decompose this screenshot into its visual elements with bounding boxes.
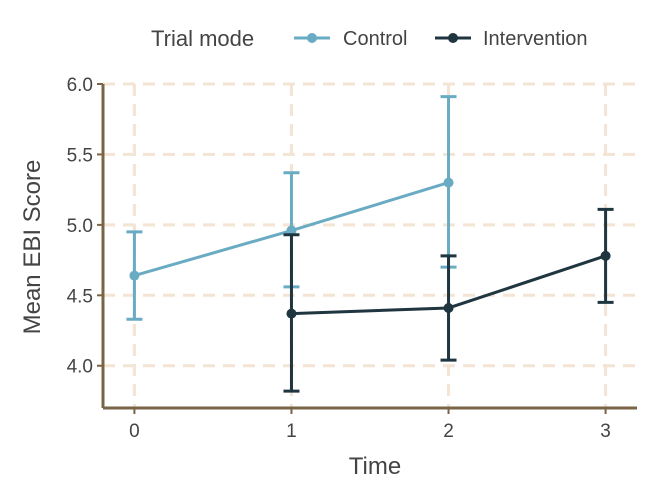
y-axis-title: Mean EBI Score — [19, 160, 46, 335]
data-point — [443, 302, 454, 313]
x-tick-label: 3 — [600, 421, 611, 442]
legend-dot-control — [307, 33, 317, 43]
x-axis-title: Time — [349, 453, 401, 480]
data-point — [129, 270, 140, 281]
x-tick-label: 1 — [286, 421, 297, 442]
y-tick-label: 4.5 — [67, 286, 93, 307]
legend-item-intervention: Intervention — [435, 28, 588, 50]
y-tick-label: 6.0 — [67, 75, 93, 96]
axes: 4.0 4.5 5.0 5.5 6.0 0 1 2 3 — [67, 75, 637, 442]
legend: Trial mode Control Intervention — [151, 26, 588, 51]
series-intervention — [283, 207, 614, 393]
legend-title: Trial mode — [151, 26, 254, 51]
x-tick-label: 0 — [129, 421, 140, 442]
data-point — [286, 225, 297, 236]
y-tick-label: 5.5 — [67, 145, 93, 166]
legend-label-control: Control — [343, 28, 407, 50]
y-tick-label: 5.0 — [67, 216, 93, 237]
legend-dot-intervention — [448, 33, 458, 43]
legend-item-control: Control — [294, 28, 407, 50]
x-tick-label: 2 — [443, 421, 454, 442]
data-point — [600, 250, 611, 261]
data-point — [286, 308, 297, 319]
legend-label-intervention: Intervention — [483, 28, 588, 50]
gridlines — [103, 82, 637, 408]
y-tick-label: 4.0 — [67, 357, 93, 378]
series-layer — [126, 95, 614, 393]
data-point — [443, 177, 454, 188]
